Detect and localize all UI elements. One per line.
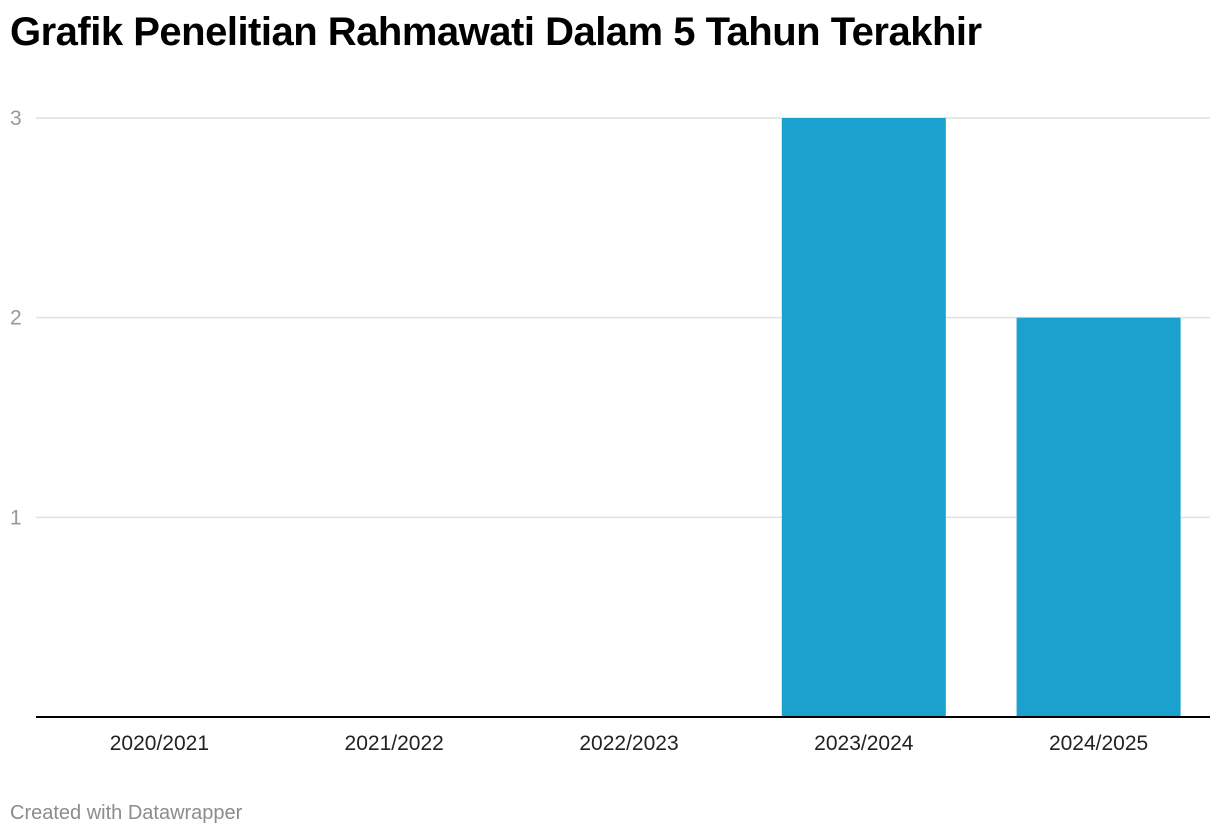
bars [781, 118, 1181, 717]
chart-title: Grafik Penelitian Rahmawati Dalam 5 Tahu… [10, 10, 982, 54]
x-tick-label: 2022/2023 [579, 732, 678, 755]
x-tick-label: 2021/2022 [345, 732, 444, 755]
x-tick-label: 2020/2021 [110, 732, 209, 755]
gridlines [36, 117, 1210, 519]
y-axis-ticks: 1 2 3 [10, 107, 22, 529]
bar-2024-2025 [1016, 317, 1181, 717]
bar-2023-2024 [781, 118, 946, 717]
bar-chart: 1 2 3 2020/2021 2021/2022 2022/2023 2023/2024… [10, 107, 1210, 755]
x-tick-label: 2023/2024 [814, 732, 914, 755]
y-tick-label: 3 [10, 107, 22, 130]
x-axis-ticks: 2020/2021 2021/2022 2022/2023 2023/2024 2024… [110, 732, 1148, 755]
x-tick-label: 2024/2025 [1049, 732, 1148, 755]
y-tick-label: 2 [10, 307, 22, 330]
y-tick-label: 1 [10, 506, 22, 529]
footer-credit: Created with Datawrapper [10, 802, 243, 824]
